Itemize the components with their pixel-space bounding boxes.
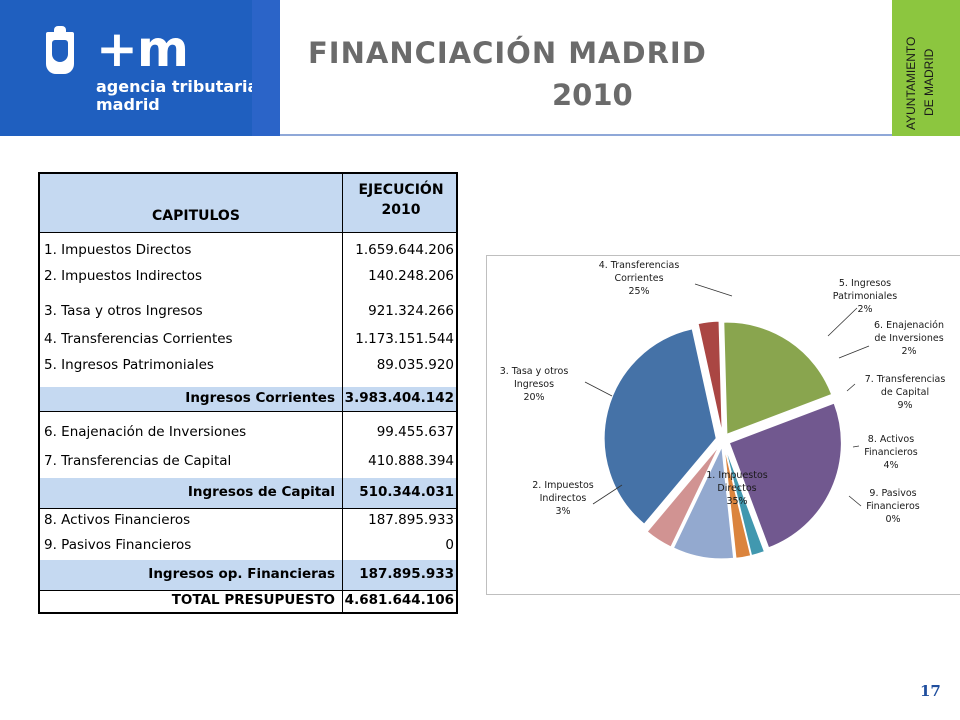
row-value: 0	[445, 537, 454, 553]
row-label: TOTAL PRESUPUESTO	[171, 592, 335, 608]
subtotal-row: Ingresos op. Financieras 187.895.933	[40, 560, 456, 590]
pie-slice	[697, 320, 723, 434]
table-row: 5. Ingresos Patrimoniales 89.035.920	[40, 357, 456, 377]
row-label: 9. Pasivos Financieros	[44, 537, 192, 553]
table-row: 6. Enajenación de Inversiones 99.455.637	[40, 424, 456, 444]
slice-leader-line	[694, 283, 733, 297]
subtotal-row: Ingresos de Capital 510.344.031	[40, 478, 456, 508]
slice-leader-line	[848, 495, 862, 507]
table-row: 8. Activos Financieros 187.895.933	[40, 512, 456, 532]
row-value: 89.035.920	[376, 357, 454, 373]
slice-label: 8. Activos Financieros 4%	[864, 434, 917, 471]
row-label: 4. Transferencias Corrientes	[44, 331, 233, 347]
slice-label: 6. Enajenación de Inversiones 2%	[874, 320, 944, 357]
table-row: 3. Tasa y otros Ingresos 921.324.266	[40, 303, 456, 323]
row-label: Ingresos de Capital	[187, 484, 335, 500]
agency-logo: +m agencia tributaria madrid	[0, 0, 258, 136]
table-row: 2. Impuestos Indirectos 140.248.206	[40, 268, 456, 288]
row-value: 1.173.151.544	[355, 331, 454, 347]
page-title: FINANCIACIÓN MADRID	[308, 36, 707, 70]
row-value: 921.324.266	[368, 303, 454, 319]
row-label: Ingresos Corrientes	[185, 390, 335, 406]
pie-slice	[603, 328, 717, 525]
pie-slice	[723, 446, 752, 559]
row-value: 187.895.933	[368, 512, 454, 528]
row-value: 187.895.933	[359, 566, 454, 582]
row-label: 3. Tasa y otros Ingresos	[44, 303, 203, 319]
row-value: 99.455.637	[376, 424, 454, 440]
budget-table: CAPITULOS EJECUCIÓN 2010 1. Impuestos Di…	[38, 172, 458, 614]
row-label: 1. Impuestos Directos	[44, 242, 192, 258]
pie-chart-svg: 1. Impuestos Directos 35% 2. Impuestos Indir…	[500, 260, 946, 560]
header-accent-strip	[252, 0, 280, 136]
total-row: TOTAL PRESUPUESTO 4.681.644.106	[40, 591, 456, 612]
slice-label: 5. Ingresos Patrimoniales 2%	[833, 278, 897, 315]
logo-symbol: +m	[96, 20, 189, 78]
row-value: 140.248.206	[368, 268, 454, 284]
pie-slice	[672, 445, 735, 560]
row-value: 4.681.644.106	[344, 592, 454, 608]
logo-text-line1: agencia tributaria	[96, 77, 259, 96]
ayuntamiento-badge: AYUNTAMIENTO DE MADRID	[892, 0, 960, 136]
header-execution: EJECUCIÓN 2010	[342, 180, 460, 220]
header-execution-line2: 2010	[381, 202, 421, 218]
row-label: 6. Enajenación de Inversiones	[44, 424, 247, 440]
slice-leader-line	[846, 383, 856, 392]
row-value: 410.888.394	[368, 453, 454, 469]
table-header: CAPITULOS EJECUCIÓN 2010	[40, 174, 456, 233]
logo-text-line2: madrid	[96, 95, 160, 114]
slice-label: 9. Pasivos Financieros 0%	[866, 488, 919, 525]
slice-leader-line	[592, 484, 623, 505]
slice-label: 3. Tasa y otros Ingresos 20%	[500, 366, 569, 403]
row-label: 8. Activos Financieros	[44, 512, 191, 528]
slice-leader-line	[584, 381, 613, 397]
row-value: 1.659.644.206	[355, 242, 454, 258]
page-number: 17	[920, 682, 941, 700]
header-divider	[280, 134, 892, 136]
slice-label: 1. Impuestos Directos 35%	[706, 470, 768, 507]
pie-slice	[723, 321, 833, 435]
row-label: 5. Ingresos Patrimoniales	[44, 357, 214, 373]
row-label: Ingresos op. Financieras	[148, 566, 335, 582]
table-row: 9. Pasivos Financieros 0	[40, 537, 456, 557]
slice-leader-line	[852, 445, 860, 448]
table-row: 1. Impuestos Directos 1.659.644.206	[40, 242, 456, 262]
slice-label: 2. Impuestos Indirectos 3%	[532, 480, 594, 517]
page-title-year: 2010	[552, 78, 633, 112]
row-value: 3.983.404.142	[344, 390, 454, 406]
slice-leader-line	[827, 307, 858, 337]
madrid-crest-icon	[46, 26, 74, 74]
badge-line2: DE MADRID	[922, 48, 936, 116]
slice-leader-line	[838, 345, 870, 359]
subtotal-row: Ingresos Corrientes 3.983.404.142	[40, 387, 456, 411]
slice-label: 4. Transferencias Corrientes 25%	[599, 260, 680, 297]
table-row: 7. Transferencias de Capital 410.888.394	[40, 453, 456, 473]
badge-line1: AYUNTAMIENTO	[904, 36, 918, 130]
row-value: 510.344.031	[359, 484, 454, 500]
header-chapters: CAPITULOS	[152, 208, 240, 224]
pie-slice	[724, 446, 765, 557]
slice-label: 7. Transferencias de Capital 9%	[865, 374, 946, 411]
pie-chart: 1. Impuestos Directos 35% 2. Impuestos Indir…	[486, 255, 960, 595]
pie-slice	[728, 402, 842, 549]
row-label: 2. Impuestos Indirectos	[44, 268, 203, 284]
row-label: 7. Transferencias de Capital	[44, 453, 232, 469]
pie-slice	[646, 445, 720, 548]
header-execution-line1: EJECUCIÓN	[358, 182, 444, 198]
table-row: 4. Transferencias Corrientes 1.173.151.5…	[40, 331, 456, 351]
